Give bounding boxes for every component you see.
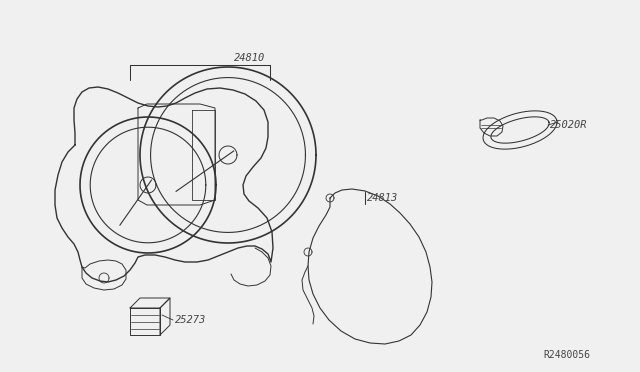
Text: 25273: 25273	[175, 315, 206, 325]
Text: 25020R: 25020R	[550, 120, 588, 130]
Text: 24810: 24810	[234, 53, 265, 63]
Text: 24813: 24813	[367, 193, 398, 203]
Text: R2480056: R2480056	[543, 350, 590, 360]
